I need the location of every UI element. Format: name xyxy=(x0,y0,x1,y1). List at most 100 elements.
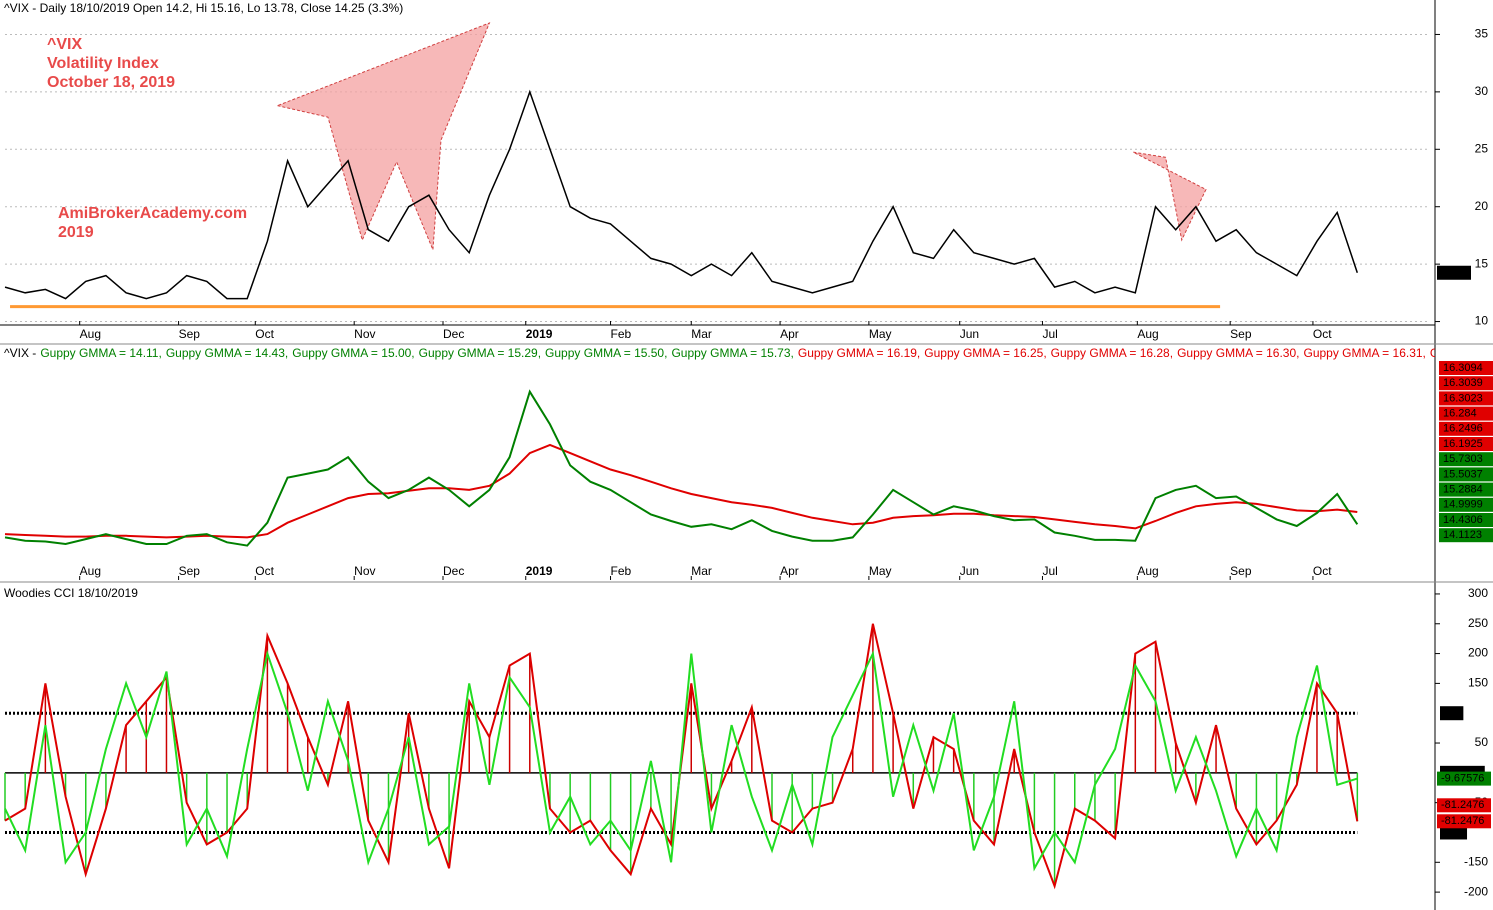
x-tick-label: Nov xyxy=(354,327,375,341)
legend-entry: Guppy GMMA = 16.28, xyxy=(1051,346,1173,360)
value-box xyxy=(1439,421,1493,436)
last-price-label: 14.25 xyxy=(1442,267,1470,279)
x-tick-label: Jul xyxy=(1042,564,1057,578)
last-value-box xyxy=(1437,814,1491,829)
value-box xyxy=(1439,391,1493,406)
x-tick-label: Oct xyxy=(255,564,274,578)
value-box-label: 15.2884 xyxy=(1443,484,1483,496)
y-tick-label: -200 xyxy=(1464,884,1488,898)
x-tick-label: 2019 xyxy=(526,327,553,341)
x-tick-label: Mar xyxy=(691,564,712,578)
y-tick-label: 50 xyxy=(1475,735,1489,749)
value-box-label: 16.2496 xyxy=(1443,423,1483,435)
last-value-box xyxy=(1437,798,1491,813)
annotation: Volatility Index xyxy=(47,55,159,72)
legend-entry: Guppy GMMA = 15.29, xyxy=(419,346,541,360)
legend-entry: Guppy GMMA = 16.19, xyxy=(798,346,920,360)
value-box xyxy=(1439,528,1493,543)
y-tick-label: 200 xyxy=(1468,646,1488,660)
level-label: 100 xyxy=(1442,707,1460,719)
legend-entry: Guppy GMMA = 16.31, xyxy=(1303,346,1425,360)
x-tick-label: Jul xyxy=(1042,327,1057,341)
y-tick-label: 150 xyxy=(1468,676,1488,690)
value-box-label: 16.3094 xyxy=(1443,362,1483,374)
value-box-label: 14.9999 xyxy=(1443,499,1483,511)
x-tick-label: Dec xyxy=(443,564,464,578)
harmonic-pattern xyxy=(1133,151,1207,242)
level-box xyxy=(1440,706,1464,721)
value-box-label: 15.5037 xyxy=(1443,468,1483,480)
x-tick-label: Aug xyxy=(1137,327,1158,341)
y-tick-label: 300 xyxy=(1468,586,1488,600)
x-tick-label: May xyxy=(869,564,892,578)
x-tick-label: Feb xyxy=(611,564,632,578)
legend-entry: Guppy GMMA = 15.00, xyxy=(292,346,414,360)
legend-entry: Guppy GMMA = 16.25, xyxy=(924,346,1046,360)
x-tick-label: Apr xyxy=(780,564,799,578)
y-tick-label: 35 xyxy=(1475,27,1489,41)
x-tick-label: May xyxy=(869,327,892,341)
pane-title: ^VIX - Daily 18/10/2019 Open 14.2, Hi 15… xyxy=(4,1,403,15)
last-value-label: -81.2476 xyxy=(1441,815,1484,827)
legend-entry: Guppy GI xyxy=(1430,346,1481,360)
value-box xyxy=(1439,467,1493,482)
x-tick-label: Apr xyxy=(780,327,799,341)
value-box xyxy=(1439,482,1493,497)
legend: Guppy GMMA = 14.11, Guppy GMMA = 14.43, Gu… xyxy=(40,346,1481,360)
legend-entry: Guppy GMMA = 15.73, xyxy=(671,346,793,360)
last-value-box xyxy=(1437,771,1491,786)
value-box-label: 16.3039 xyxy=(1443,377,1483,389)
x-tick-label: Mar xyxy=(691,327,712,341)
value-box xyxy=(1439,497,1493,512)
pane-title: Woodies CCI 18/10/2019 xyxy=(4,586,138,600)
y-tick-label: 250 xyxy=(1468,616,1488,630)
y-tick-label: 30 xyxy=(1475,84,1489,98)
value-box-label: 16.3023 xyxy=(1443,392,1483,404)
series-line xyxy=(4,443,1358,539)
last-value-label: -9.67576 xyxy=(1441,773,1484,785)
value-box xyxy=(1439,376,1493,391)
annotation: AmiBrokerAcademy.com xyxy=(58,205,247,222)
x-tick-label: Jun xyxy=(960,564,979,578)
annotation: October 18, 2019 xyxy=(47,74,175,91)
series-line xyxy=(4,389,1359,547)
x-tick-label: Sep xyxy=(1230,327,1252,341)
last-price-box xyxy=(1437,265,1471,280)
series-line xyxy=(4,89,1359,300)
x-tick-label: Nov xyxy=(354,564,375,578)
legend-entry: Guppy GMMA = 16.30, xyxy=(1177,346,1299,360)
x-tick-label: Aug xyxy=(1137,564,1158,578)
value-box xyxy=(1439,361,1493,375)
value-box xyxy=(1439,437,1493,451)
annotation: 2019 xyxy=(58,224,94,241)
value-box-label: 16.1925 xyxy=(1443,438,1483,450)
value-box xyxy=(1439,513,1493,527)
legend-entry: Guppy GMMA = 14.43, xyxy=(166,346,288,360)
y-tick-label: -150 xyxy=(1464,854,1488,868)
x-tick-label: Sep xyxy=(179,327,201,341)
level-box xyxy=(1440,825,1468,840)
x-tick-label: Jun xyxy=(960,327,979,341)
x-tick-label: 2019 xyxy=(526,564,553,578)
x-tick-label: Aug xyxy=(80,327,101,341)
pane-title: ^VIX - xyxy=(4,346,36,360)
x-tick-label: Sep xyxy=(179,564,201,578)
y-tick-label: 25 xyxy=(1475,141,1489,155)
value-box-label: 14.4306 xyxy=(1443,514,1483,526)
value-box-label: 16.284 xyxy=(1443,408,1477,420)
value-box xyxy=(1439,452,1493,467)
legend-entry: Guppy GMMA = 14.11, xyxy=(40,346,162,360)
x-tick-label: Sep xyxy=(1230,564,1252,578)
x-tick-label: Oct xyxy=(1313,564,1332,578)
value-box-label: 14.1123 xyxy=(1443,529,1482,541)
level-label: -100 xyxy=(1442,826,1464,838)
y-tick-label: 10 xyxy=(1475,314,1489,328)
x-tick-label: Oct xyxy=(1313,327,1332,341)
x-tick-label: Oct xyxy=(255,327,274,341)
last-value-label: -81.2476 xyxy=(1441,799,1484,811)
x-tick-label: Feb xyxy=(611,327,632,341)
legend-entry: Guppy GMMA = 15.50, xyxy=(545,346,667,360)
series-line xyxy=(4,649,1358,872)
